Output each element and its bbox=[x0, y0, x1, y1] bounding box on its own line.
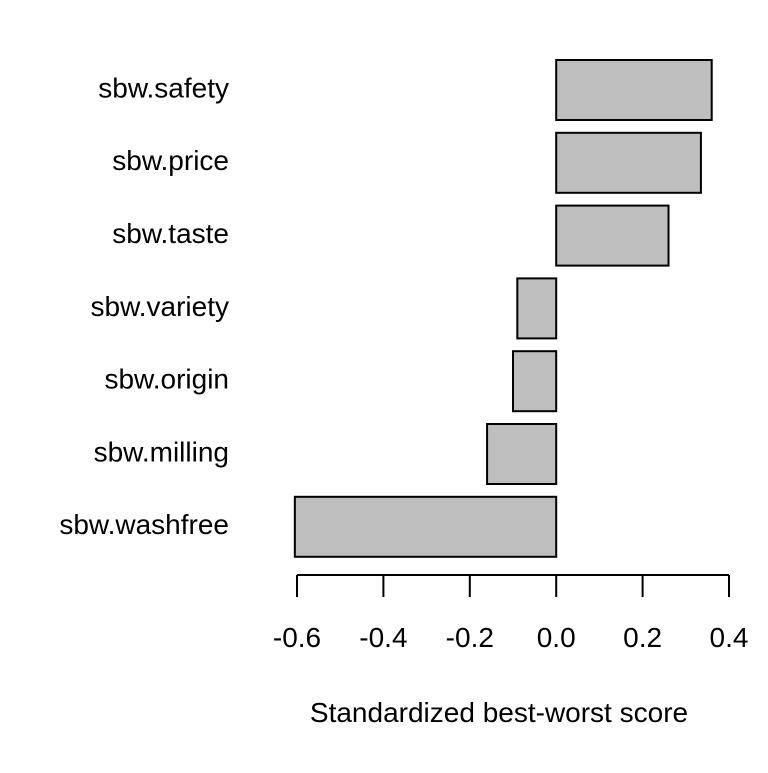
bar-sbw-safety bbox=[555, 59, 713, 121]
bar-sbw-milling bbox=[486, 423, 558, 485]
category-label: sbw.milling bbox=[94, 436, 229, 467]
x-tick-label: 0.2 bbox=[623, 622, 662, 653]
x-tick-label: -0.6 bbox=[273, 622, 321, 653]
x-tick-label: 0.4 bbox=[710, 622, 749, 653]
x-tick-label: 0.0 bbox=[537, 622, 576, 653]
bars-group bbox=[293, 59, 713, 558]
x-axis-title: Standardized best-worst score bbox=[310, 697, 688, 728]
x-tick-label: -0.2 bbox=[446, 622, 494, 653]
category-label: sbw.taste bbox=[112, 218, 229, 249]
category-label: sbw.variety bbox=[91, 291, 230, 322]
bar-sbw-origin bbox=[512, 350, 558, 413]
category-labels-group: sbw.safety sbw.price sbw.taste sbw.variety s… bbox=[59, 72, 229, 540]
x-tick-label: -0.4 bbox=[359, 622, 407, 653]
bar-sbw-washfree bbox=[293, 495, 558, 558]
category-label: sbw.washfree bbox=[59, 509, 229, 540]
category-label: sbw.price bbox=[112, 145, 229, 176]
category-label: sbw.origin bbox=[104, 364, 229, 395]
bar-sbw-taste bbox=[555, 204, 670, 267]
bar-sbw-variety bbox=[516, 277, 558, 340]
x-axis: -0.6 -0.4 -0.2 0.0 0.2 0.4 bbox=[273, 574, 749, 653]
bar-sbw-price bbox=[555, 131, 702, 194]
category-label: sbw.safety bbox=[98, 72, 229, 103]
